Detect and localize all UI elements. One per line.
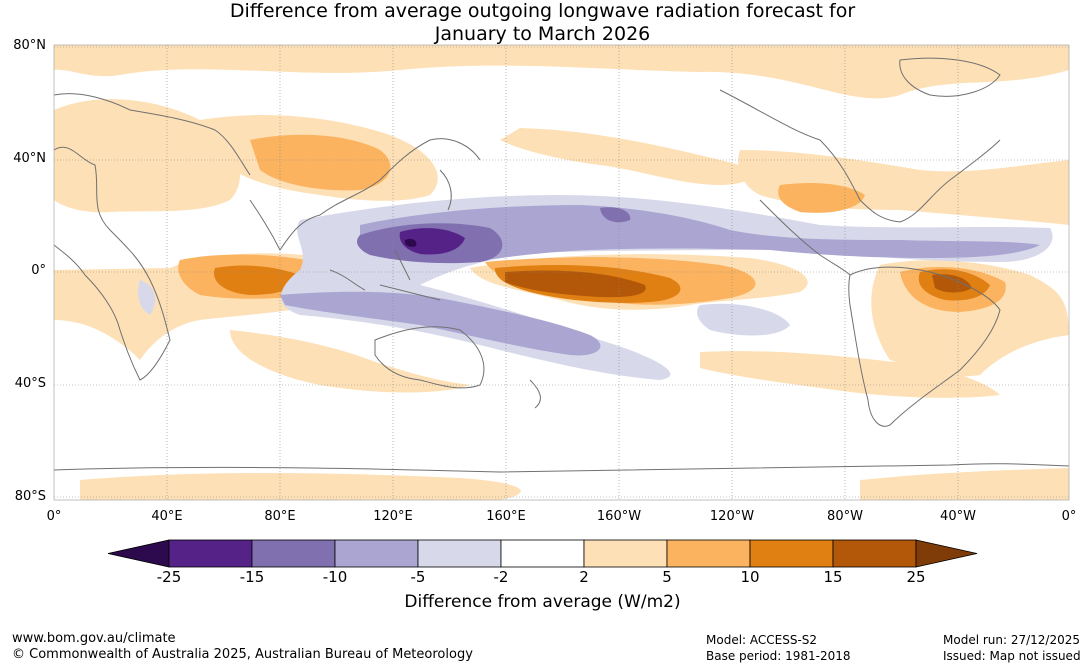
lon-label-120e: 120°E	[373, 509, 413, 524]
coastlines	[54, 57, 1069, 473]
anomaly-region-2-5-antarctic-east	[860, 468, 1069, 500]
footer-copyright: © Commonwealth of Australia 2025, Austra…	[12, 647, 473, 662]
colorbar-segment-5_10	[666, 539, 751, 568]
anomaly-region-2-5-north-atlantic-africa	[54, 99, 240, 213]
lat-label-80n: 80°N	[13, 38, 46, 53]
colorbar-segment--2_2	[500, 539, 585, 568]
lon-label-160e: 160°E	[486, 509, 526, 524]
lon-label-40e: 40°E	[151, 509, 183, 524]
colorbar-tick-neg5: -5	[410, 568, 426, 586]
coastline-maritime-islands	[329, 249, 441, 301]
colorbar-tick-neg2: -2	[493, 568, 509, 586]
lon-label-80w: 80°W	[827, 509, 863, 524]
map-frame	[53, 44, 1070, 501]
colorbar-segments	[107, 539, 978, 568]
title-line-1: Difference from average outgoing longwav…	[229, 0, 856, 22]
anomaly-shading	[54, 45, 1069, 500]
coastline-antarctica	[54, 463, 1069, 473]
anomaly-region-2-5-northern-band	[54, 45, 1069, 99]
footer-issued: Issued: Map not issued	[943, 649, 1081, 663]
coastline-greenland	[899, 57, 1001, 97]
anomaly-region-25-15-neg-philippines	[399, 228, 465, 255]
anomaly-region-5-10-north-america	[778, 183, 865, 213]
anomaly-region-2-5-south-indian	[230, 330, 470, 393]
lat-label-40s: 40°S	[14, 376, 46, 391]
colorbar-tick-neg15: -15	[239, 568, 265, 586]
anomaly-region-10-15-indian-ocean	[214, 265, 300, 295]
coastline-east-asia	[319, 138, 481, 216]
coastline-japan	[439, 169, 452, 211]
lon-label-120w: 120°W	[709, 509, 755, 524]
lat-label-80s: 80°S	[14, 489, 46, 504]
anomaly-region-lt-25-neg-core	[404, 238, 417, 247]
graticule	[54, 45, 1069, 500]
colorbar-tick-neg10: -10	[322, 568, 348, 586]
anomaly-region-15-25-south-america	[932, 274, 972, 293]
anomaly-region-10-5-neg-maritime	[280, 291, 601, 356]
colorbar-tick-10: 10	[740, 568, 760, 586]
colorbar-title: Difference from average (W/m2)	[404, 592, 681, 612]
coastline-south-america	[848, 266, 1001, 427]
colorbar-tick-5: 5	[662, 568, 672, 586]
lon-label-0-east: 0°	[1061, 509, 1077, 524]
coastline-new-zealand	[529, 379, 541, 409]
footer-model: Model: ACCESS-S2	[706, 633, 818, 647]
anomaly-region-5-10-asia	[250, 134, 391, 191]
colorbar-segment--10_-5	[334, 539, 419, 568]
footer-base-period: Base period: 1981-2018	[706, 649, 851, 663]
colorbar-segment--15_-10	[251, 539, 336, 568]
lon-label-0: 0°	[46, 509, 62, 524]
colorbar-tick-neg25: -25	[156, 568, 182, 586]
anomaly-region-5-2-neg-south-pacific	[697, 303, 790, 336]
anomaly-region-15-10-neg-pacific	[600, 207, 631, 223]
colorbar-tick-25: 25	[906, 568, 926, 586]
colorbar-segment-10_15	[749, 539, 834, 568]
title-line-2: January to March 2026	[434, 23, 651, 45]
colorbar-segment--25_-15	[168, 539, 253, 568]
footer-model-run: Model run: 27/12/2025	[943, 633, 1081, 647]
anomaly-region-10-5-neg-north-pacific	[360, 205, 1040, 262]
colorbar	[107, 539, 978, 568]
anomaly-region-2-5-north-pacific	[500, 128, 751, 185]
anomaly-region-15-25-central-pacific	[505, 270, 646, 298]
colorbar-tick-15: 15	[823, 568, 843, 586]
lat-label-40n: 40°N	[13, 151, 46, 166]
colorbar-extend-low	[107, 539, 170, 568]
anomaly-region-2-5-antarctic	[80, 473, 521, 500]
coastline-central-america	[759, 199, 851, 276]
colorbar-segment--5_-2	[417, 539, 502, 568]
lon-label-40w: 40°W	[940, 509, 976, 524]
colorbar-extend-high	[915, 539, 978, 568]
coastline-europe-north	[54, 93, 251, 176]
map-title: Difference from average outgoing longwav…	[0, 0, 1085, 46]
colorbar-segment-15_25	[832, 539, 917, 568]
coastline-north-america	[719, 89, 1001, 223]
colorbar-segment-2_5	[583, 539, 668, 568]
anomaly-region-5-2-neg-africa	[138, 280, 156, 315]
anomaly-region-2-5-south-pacific	[700, 351, 1000, 398]
lon-label-80e: 80°E	[264, 509, 296, 524]
lat-label-0: 0°	[31, 263, 46, 278]
colorbar-tick-2: 2	[579, 568, 589, 586]
footer-website: www.bom.gov.au/climate	[12, 631, 176, 646]
coastline-africa-europe	[54, 146, 171, 381]
lon-label-160w: 160°W	[596, 509, 642, 524]
